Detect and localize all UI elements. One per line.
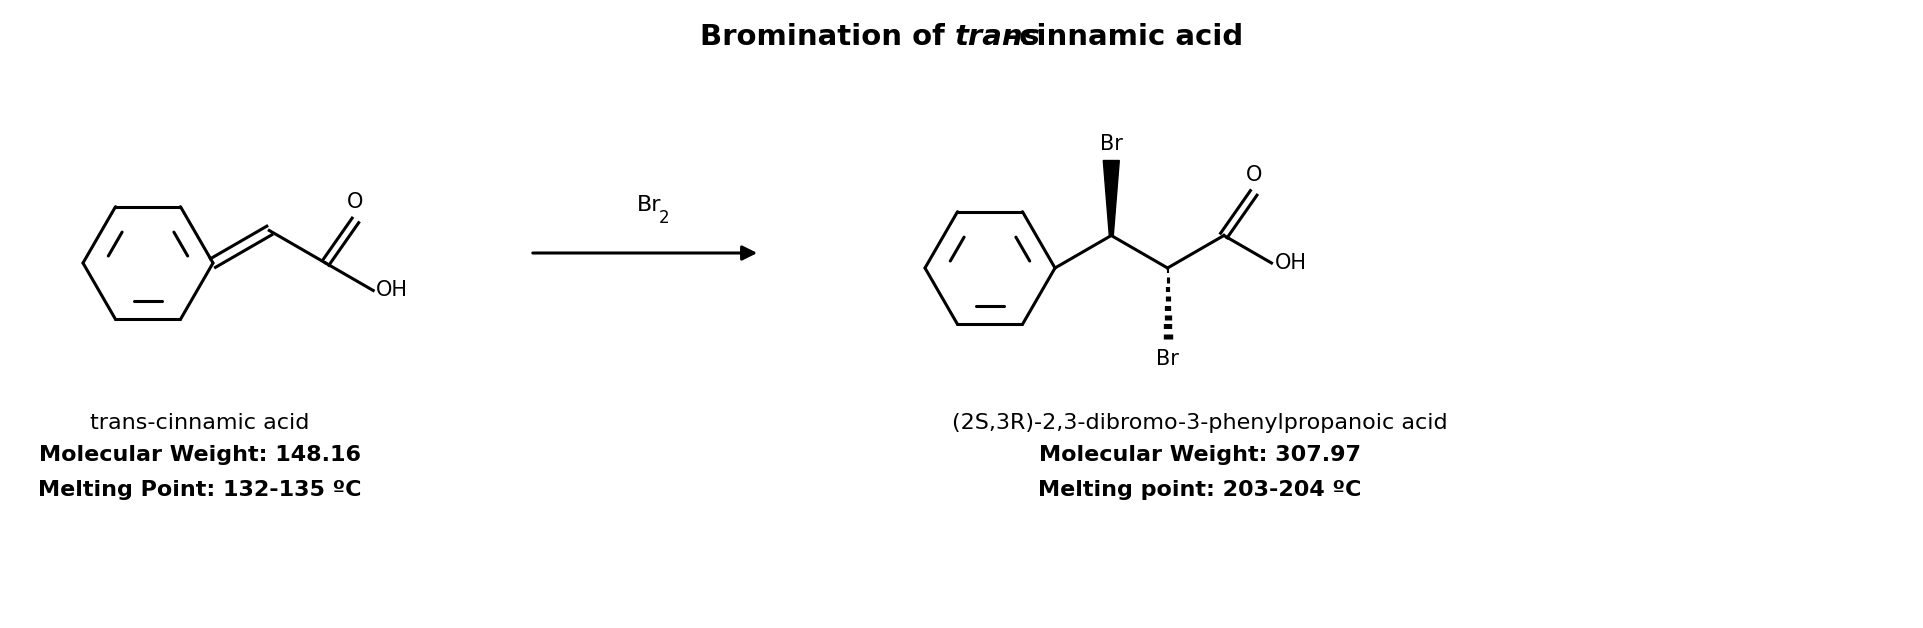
Text: trans: trans — [954, 23, 1040, 51]
Text: Melting point: 203-204 ºC: Melting point: 203-204 ºC — [1038, 480, 1361, 500]
Text: Br: Br — [1100, 134, 1123, 154]
Text: O: O — [346, 192, 363, 212]
Text: trans-cinnamic acid: trans-cinnamic acid — [90, 413, 310, 433]
Text: OH: OH — [1273, 253, 1306, 273]
Text: Br: Br — [1156, 349, 1179, 369]
Text: 2: 2 — [660, 209, 669, 227]
Text: O: O — [1244, 165, 1261, 185]
Text: -cinnamic acid: -cinnamic acid — [1006, 23, 1242, 51]
Text: Molecular Weight: 307.97: Molecular Weight: 307.97 — [1038, 445, 1360, 465]
Text: Bromination of: Bromination of — [700, 23, 954, 51]
Text: (2S,3R)-2,3-dibromo-3-phenylpropanoic acid: (2S,3R)-2,3-dibromo-3-phenylpropanoic ac… — [952, 413, 1448, 433]
Text: Molecular Weight: 148.16: Molecular Weight: 148.16 — [38, 445, 362, 465]
Polygon shape — [1102, 161, 1119, 236]
Text: Br: Br — [637, 195, 662, 215]
Text: OH: OH — [377, 281, 408, 301]
Text: Melting Point: 132-135 ºC: Melting Point: 132-135 ºC — [38, 480, 362, 500]
